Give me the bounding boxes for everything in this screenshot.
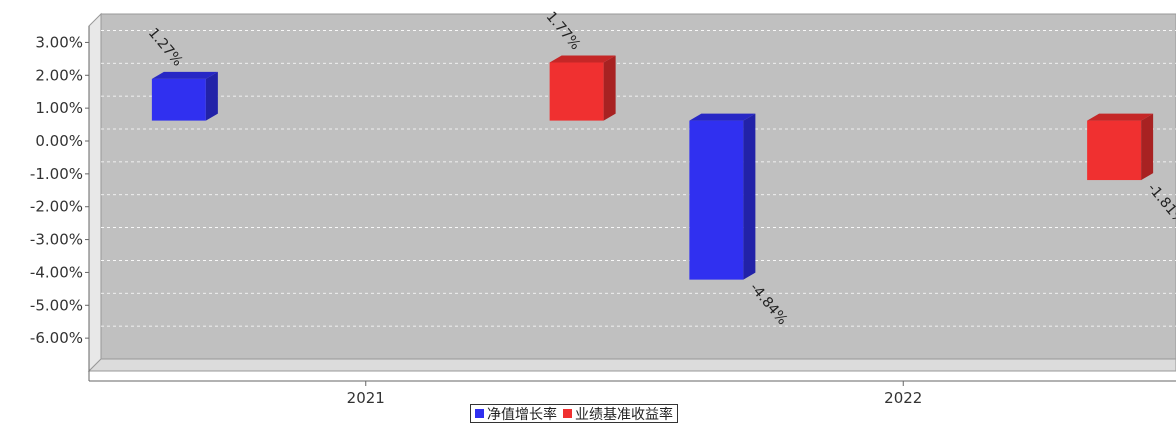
bar-side	[743, 113, 756, 280]
y-tick-label: -3.00%	[30, 231, 83, 249]
plot-area	[100, 13, 1176, 360]
bar-top	[151, 71, 218, 79]
legend-label-net-value: 净值增长率	[487, 406, 557, 423]
y-tick-label: -6.00%	[30, 329, 83, 347]
y-tick-label: -1.00%	[30, 165, 83, 183]
y-tick-label: -5.00%	[30, 296, 83, 314]
legend-item-net-value: 净值增长率	[475, 404, 557, 424]
legend-swatch-net-value	[475, 409, 484, 418]
bar-side	[603, 55, 616, 121]
bar-top	[549, 55, 616, 63]
legend-swatch-benchmark	[563, 409, 572, 418]
bar	[549, 62, 604, 121]
y-tick-label: -2.00%	[30, 198, 83, 216]
legend-label-benchmark: 业绩基准收益率	[575, 406, 673, 423]
bar	[1087, 120, 1142, 181]
legend-item-benchmark: 业绩基准收益率	[563, 404, 673, 424]
x-tick-label: 2022	[884, 389, 922, 407]
bar-side	[1141, 113, 1154, 181]
bar-top	[1087, 113, 1154, 121]
x-tick-label: 2021	[347, 389, 385, 407]
plot-left-wall	[88, 12, 102, 373]
bar-top	[689, 113, 756, 121]
y-tick-label: 2.00%	[35, 66, 83, 84]
bar	[151, 78, 206, 121]
bar-side	[205, 71, 218, 121]
legend: 净值增长率 业绩基准收益率	[470, 404, 678, 423]
bar	[689, 120, 744, 280]
y-tick-label: 0.00%	[35, 132, 83, 150]
plot-floor	[87, 358, 1176, 372]
y-tick-label: 3.00%	[35, 33, 83, 51]
y-tick-label: 1.00%	[35, 99, 83, 117]
y-tick-label: -4.00%	[30, 263, 83, 281]
